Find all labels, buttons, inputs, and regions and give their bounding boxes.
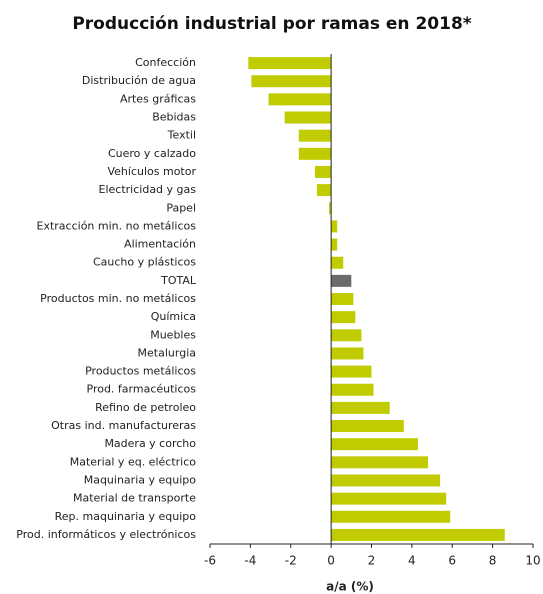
y-tick-label: Papel xyxy=(166,201,196,214)
chart-title: Producción industrial por ramas en 2018* xyxy=(72,14,471,34)
x-tick-label: 4 xyxy=(408,554,416,568)
y-tick-label: Productos min. no metálicos xyxy=(40,292,196,305)
y-tick-label: Extracción min. no metálicos xyxy=(37,219,197,232)
bar xyxy=(331,311,356,324)
y-tick-label: Madera y corcho xyxy=(104,437,196,450)
bar xyxy=(331,401,390,414)
y-tick-label: Maquinaria y equipo xyxy=(84,473,197,486)
bar xyxy=(331,420,404,433)
bar xyxy=(331,365,372,378)
x-tick-label: 8 xyxy=(489,554,497,568)
x-axis-label: a/a (%) xyxy=(326,580,374,594)
y-tick-label: Cuero y calzado xyxy=(108,147,196,160)
bar xyxy=(316,184,332,197)
y-tick-label: Prod. informáticos y electrónicos xyxy=(16,528,196,541)
y-tick-label: TOTAL xyxy=(160,274,197,287)
bar xyxy=(331,220,338,233)
y-tick-label: Electricidad y gas xyxy=(99,183,197,196)
bar xyxy=(251,75,332,88)
x-tick-label: -2 xyxy=(285,554,297,568)
y-tick-label: Vehículos motor xyxy=(107,165,196,178)
bar xyxy=(331,510,451,523)
y-tick-label: Textil xyxy=(167,129,196,142)
x-tick-label: 0 xyxy=(327,554,335,568)
y-tick-label: Caucho y plásticos xyxy=(93,256,196,269)
y-tick-label: Química xyxy=(151,310,196,323)
y-tick-label: Otras ind. manufactureras xyxy=(51,419,196,432)
bar xyxy=(331,329,362,342)
bar xyxy=(284,111,332,124)
bar xyxy=(331,274,352,287)
bar xyxy=(298,147,332,160)
bar xyxy=(268,93,332,106)
bar xyxy=(314,165,332,178)
x-tick-label: -4 xyxy=(244,554,256,568)
bar xyxy=(331,256,344,269)
y-tick-label: Productos metálicos xyxy=(85,365,196,378)
bar xyxy=(331,383,374,396)
x-tick-label: 6 xyxy=(448,554,456,568)
x-tick-label: 2 xyxy=(368,554,376,568)
y-tick-label: Material de transporte xyxy=(73,492,196,505)
y-tick-label: Refino de petroleo xyxy=(95,401,196,414)
y-tick-label: Artes gráficas xyxy=(120,92,196,105)
bar xyxy=(331,474,441,487)
bar xyxy=(248,57,332,70)
bar xyxy=(331,528,505,541)
bar xyxy=(331,438,418,451)
y-tick-label: Material y eq. eléctrico xyxy=(70,455,197,468)
bar xyxy=(331,492,447,505)
bar xyxy=(331,238,338,251)
bar xyxy=(331,347,364,360)
y-tick-label: Metalurgia xyxy=(138,346,196,359)
bar xyxy=(298,129,332,142)
y-tick-label: Bebidas xyxy=(152,111,196,124)
bar xyxy=(331,293,354,305)
y-tick-label: Muebles xyxy=(150,328,196,341)
y-tick-label: Prod. farmacéuticos xyxy=(87,383,197,396)
bar xyxy=(329,202,332,215)
y-tick-label: Alimentación xyxy=(124,238,196,251)
bar xyxy=(331,456,429,469)
y-tick-label: Rep. maquinaria y equipo xyxy=(55,510,197,523)
y-tick-label: Confección xyxy=(135,56,196,69)
x-tick-label: -6 xyxy=(204,554,216,568)
x-tick-label: 10 xyxy=(525,554,540,568)
y-tick-label: Distribución de agua xyxy=(82,74,196,87)
